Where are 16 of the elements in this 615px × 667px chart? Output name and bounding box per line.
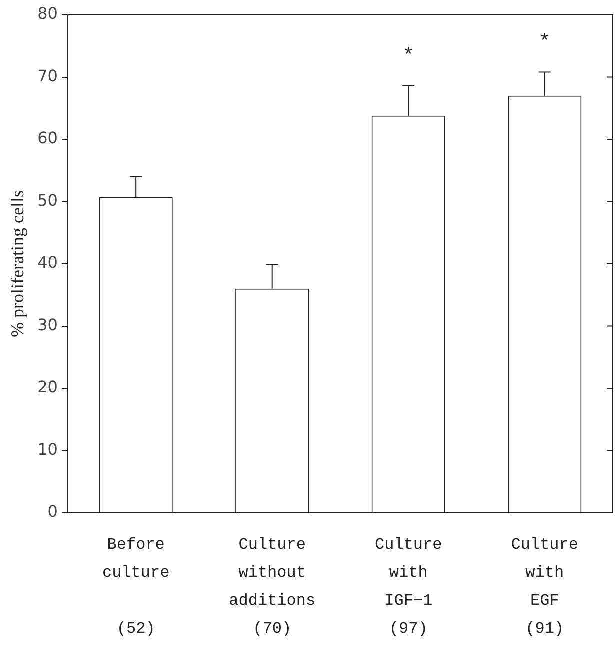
y-tick-label: 70 (38, 66, 58, 86)
y-tick-label: 50 (38, 190, 58, 210)
y-tick-label: 80 (38, 4, 58, 24)
data-label: * (402, 45, 415, 68)
y-tick-label: 10 (38, 440, 58, 459)
data-label: * (538, 32, 551, 55)
y-tick-label: 30 (38, 315, 58, 334)
y-tick-label: 20 (38, 378, 58, 397)
x-tick-label: Culture without additions (70) (229, 536, 316, 638)
x-tick-label: Culture with IGF−1 (97) (375, 536, 442, 638)
x-tick-label: Culture with EGF (91) (511, 536, 578, 638)
y-tick-label: 60 (38, 128, 58, 148)
y-tick-label: 40 (38, 253, 58, 272)
y-axis-title: % proliferating cells (8, 190, 28, 338)
category-label: Before culture (52) (102, 536, 170, 638)
y-tick-label: 0 (48, 502, 58, 522)
